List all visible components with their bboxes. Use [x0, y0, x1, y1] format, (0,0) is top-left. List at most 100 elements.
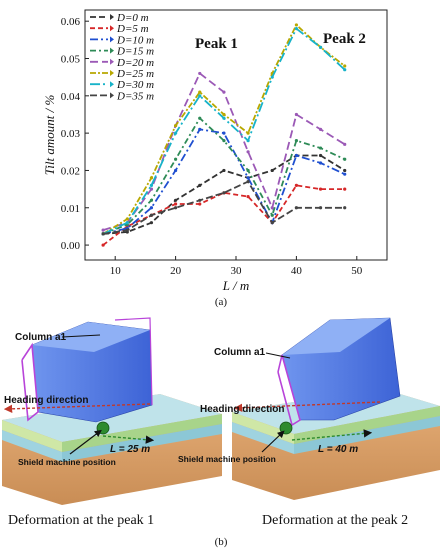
data-point	[222, 112, 226, 117]
shield-machine-label: Shield machine position	[178, 454, 276, 464]
data-point	[318, 153, 323, 158]
distance-label: L = 25 m	[110, 444, 150, 455]
legend-label: D=30 m	[116, 79, 154, 91]
caption-b: (b)	[215, 536, 228, 548]
data-point	[318, 161, 323, 165]
legend-label: D=5 m	[116, 23, 149, 35]
legend-label: D=10 m	[116, 34, 154, 46]
column-a1-frame	[21, 342, 39, 422]
heading-direction-label: Heading direction	[200, 404, 284, 415]
legend-marker	[110, 92, 114, 99]
distance-arrow	[102, 435, 155, 444]
data-point	[246, 150, 250, 154]
deformation-caption: Deformation at the peak 1	[8, 513, 154, 528]
y-tick-label: 0.01	[61, 203, 80, 215]
data-point	[149, 213, 154, 217]
soil-blue-layer-right	[62, 424, 222, 462]
x-tick-label: 40	[291, 265, 303, 277]
data-point	[222, 131, 226, 135]
distance-arrow	[291, 429, 373, 441]
data-point	[174, 202, 178, 206]
model-peak-2: Column a1 Heading direction Shield machi…	[178, 317, 440, 528]
tilt-chart: 10 20 30 40 50 0.000.010.020.030.040.050.06 …	[42, 9, 388, 308]
data-point	[270, 75, 274, 79]
series-line-d5m	[102, 184, 345, 246]
data-point	[174, 124, 178, 128]
legend: D=0 mD=5 mD=10 mD=15 mD=20 mD=25 mD=30 m…	[90, 12, 154, 102]
y-tick-label: 0.05	[61, 54, 81, 66]
data-point	[246, 194, 250, 199]
data-point	[343, 206, 347, 210]
data-point	[149, 206, 154, 210]
data-point	[270, 221, 274, 225]
column-a1-label: Column a1	[15, 332, 67, 343]
data-point	[174, 198, 178, 202]
series-line-d15m	[102, 116, 346, 235]
legend-marker	[110, 47, 114, 54]
data-point	[198, 183, 202, 187]
data-point	[343, 142, 347, 146]
y-ticks: 0.00 0.01 0.02 0.03 0.04 0.05 0.06	[61, 16, 89, 252]
data-point	[343, 64, 347, 68]
data-point	[198, 127, 202, 132]
deformation-caption: Deformation at the peak 2	[262, 513, 408, 528]
data-point	[222, 116, 226, 120]
data-point	[174, 168, 178, 173]
data-point	[270, 168, 274, 173]
y-axis-label: Tilt amount / %	[42, 95, 57, 176]
data-point	[101, 232, 105, 236]
legend-marker	[110, 58, 114, 65]
series-line-d0m	[103, 154, 346, 235]
distance-label: L = 40 m	[318, 444, 358, 455]
annotation-peak-1: Peak 1	[195, 36, 238, 52]
data-point	[149, 183, 154, 187]
data-point	[246, 180, 250, 184]
data-point	[294, 23, 298, 27]
soil-green-layer-right	[62, 414, 222, 452]
series-layer	[101, 23, 347, 247]
data-point	[318, 127, 323, 132]
data-point	[246, 131, 250, 135]
data-point	[149, 187, 154, 191]
soil-blue-layer	[2, 430, 62, 462]
legend-label: D=20 m	[116, 57, 154, 69]
legend-label: D=35 m	[116, 90, 154, 102]
y-tick-label: 0.06	[61, 16, 81, 28]
data-point	[318, 45, 323, 49]
y-tick-label: 0.00	[61, 240, 81, 252]
data-point	[294, 112, 298, 117]
data-point	[343, 68, 347, 72]
shield-pointer	[69, 429, 102, 455]
data-point	[270, 213, 274, 217]
column-pointer	[265, 352, 291, 359]
series-line-d10m	[102, 128, 346, 235]
data-point	[246, 176, 250, 180]
heading-direction-label: Heading direction	[4, 395, 88, 406]
data-point	[294, 138, 298, 143]
legend-marker	[110, 81, 114, 88]
data-point	[318, 146, 323, 150]
shield-pointer	[261, 430, 285, 453]
data-point	[198, 202, 202, 206]
legend-label: D=15 m	[116, 46, 154, 58]
data-point	[343, 187, 347, 191]
x-tick-label: 20	[170, 265, 182, 277]
data-point	[198, 71, 202, 76]
caption-a: (a)	[215, 296, 228, 308]
legend-marker	[110, 25, 114, 32]
heading-arrow	[233, 401, 381, 413]
legend-marker	[110, 14, 114, 20]
data-point	[222, 191, 226, 195]
data-point	[294, 27, 298, 31]
model-peak-1: Column a1 Heading direction Shield machi…	[2, 317, 222, 528]
x-tick-label: 10	[110, 265, 122, 277]
data-point	[343, 168, 347, 173]
series-line-d35m	[102, 180, 345, 235]
data-point	[270, 206, 274, 210]
building-top	[282, 318, 390, 355]
soil-green-layer-right	[294, 406, 440, 444]
data-point	[174, 157, 178, 161]
legend-marker	[110, 36, 114, 43]
column-a1-label: Column a1	[214, 347, 266, 358]
